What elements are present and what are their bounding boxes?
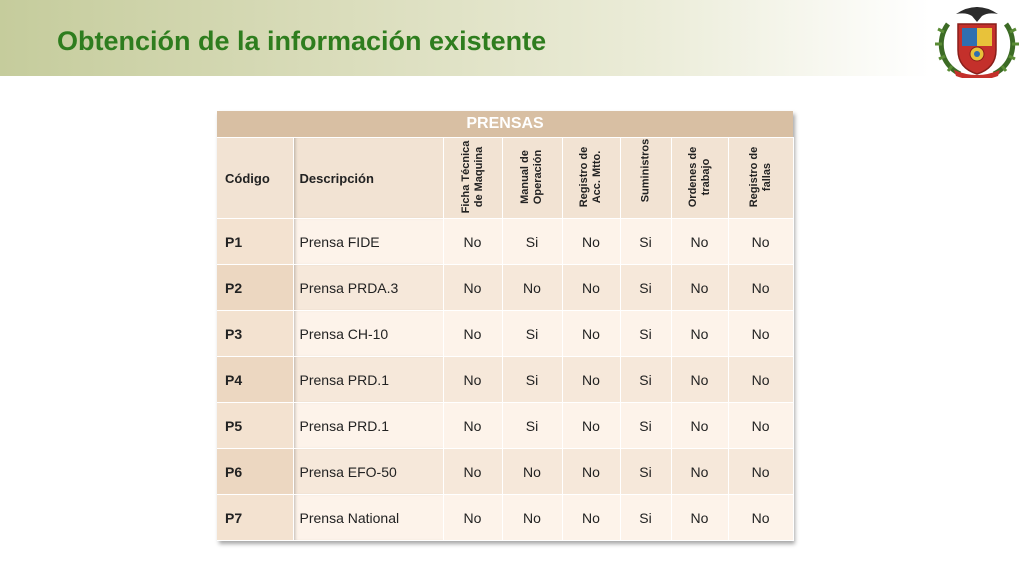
- cell-ordenes: No: [671, 356, 729, 403]
- cell-suministros: Si: [620, 448, 672, 495]
- cell-suministros: Si: [620, 264, 672, 311]
- university-crest-icon: [935, 7, 1019, 78]
- cell-registro-fallas: No: [728, 494, 794, 541]
- cell-registro-acc: No: [562, 264, 621, 311]
- cell-manual: Si: [502, 402, 563, 449]
- cell-code: P7: [217, 494, 294, 541]
- cell-ordenes: No: [671, 494, 729, 541]
- table-row: P3 Prensa CH-10 No Si No Si No No: [217, 310, 794, 357]
- table-row: P4 Prensa PRD.1 No Si No Si No No: [217, 356, 794, 403]
- header-ficha: Ficha Técnica de Maquina: [443, 137, 503, 219]
- table-row: P6 Prensa EFO-50 No No No Si No No: [217, 448, 794, 495]
- table-caption: PRENSAS: [217, 111, 794, 138]
- cell-manual: Si: [502, 218, 563, 265]
- cell-registro-acc: No: [562, 310, 621, 357]
- cell-ficha: No: [443, 310, 503, 357]
- cell-ficha: No: [443, 218, 503, 265]
- cell-code: P2: [217, 264, 294, 311]
- cell-registro-fallas: No: [728, 218, 794, 265]
- cell-registro-acc: No: [562, 218, 621, 265]
- cell-ordenes: No: [671, 402, 729, 449]
- header-ordenes: Ordenes de trabajo: [671, 137, 729, 219]
- cell-registro-acc: No: [562, 494, 621, 541]
- cell-code: P5: [217, 402, 294, 449]
- cell-code: P1: [217, 218, 294, 265]
- cell-registro-acc: No: [562, 402, 621, 449]
- header-band: [0, 0, 930, 76]
- header-code: Código: [217, 137, 294, 219]
- cell-description: Prensa PRD.1: [293, 402, 444, 449]
- cell-code: P4: [217, 356, 294, 403]
- cell-ficha: No: [443, 356, 503, 403]
- cell-code: P6: [217, 448, 294, 495]
- cell-code: P3: [217, 310, 294, 357]
- cell-registro-acc: No: [562, 356, 621, 403]
- cell-description: Prensa PRDA.3: [293, 264, 444, 311]
- cell-registro-fallas: No: [728, 356, 794, 403]
- cell-description: Prensa CH-10: [293, 310, 444, 357]
- cell-registro-fallas: No: [728, 448, 794, 495]
- cell-ordenes: No: [671, 310, 729, 357]
- cell-description: Prensa PRD.1: [293, 356, 444, 403]
- cell-ficha: No: [443, 494, 503, 541]
- cell-registro-acc: No: [562, 448, 621, 495]
- header-description: Descripción: [293, 137, 444, 219]
- cell-registro-fallas: No: [728, 264, 794, 311]
- table-row: P2 Prensa PRDA.3 No No No Si No No: [217, 264, 794, 311]
- cell-ficha: No: [443, 402, 503, 449]
- table-row: P7 Prensa National No No No Si No No: [217, 494, 794, 541]
- cell-manual: No: [502, 448, 563, 495]
- cell-manual: Si: [502, 310, 563, 357]
- cell-ordenes: No: [671, 218, 729, 265]
- cell-ficha: No: [443, 448, 503, 495]
- cell-suministros: Si: [620, 218, 672, 265]
- page-title: Obtención de la información existente: [57, 26, 547, 56]
- table-row: P1 Prensa FIDE No Si No Si No No: [217, 218, 794, 265]
- cell-suministros: Si: [620, 356, 672, 403]
- cell-ordenes: No: [671, 264, 729, 311]
- cell-ficha: No: [443, 264, 503, 311]
- cell-registro-fallas: No: [728, 310, 794, 357]
- cell-description: Prensa EFO-50: [293, 448, 444, 495]
- header-manual: Manual de Operación: [502, 137, 563, 219]
- cell-description: Prensa FIDE: [293, 218, 444, 265]
- cell-manual: No: [502, 494, 563, 541]
- cell-suministros: Si: [620, 402, 672, 449]
- cell-suministros: Si: [620, 494, 672, 541]
- prensas-table: PRENSAS Código Descripción Ficha Técnica…: [217, 111, 794, 541]
- cell-ordenes: No: [671, 448, 729, 495]
- header-registro-acc: Registro de Acc. Mtto.: [562, 137, 621, 219]
- cell-description: Prensa National: [293, 494, 444, 541]
- cell-suministros: Si: [620, 310, 672, 357]
- header-suministros: Suministros: [620, 137, 672, 219]
- cell-manual: No: [502, 264, 563, 311]
- cell-manual: Si: [502, 356, 563, 403]
- table-row: P5 Prensa PRD.1 No Si No Si No No: [217, 402, 794, 449]
- header-registro-fallas: Registro de fallas: [728, 137, 794, 219]
- cell-registro-fallas: No: [728, 402, 794, 449]
